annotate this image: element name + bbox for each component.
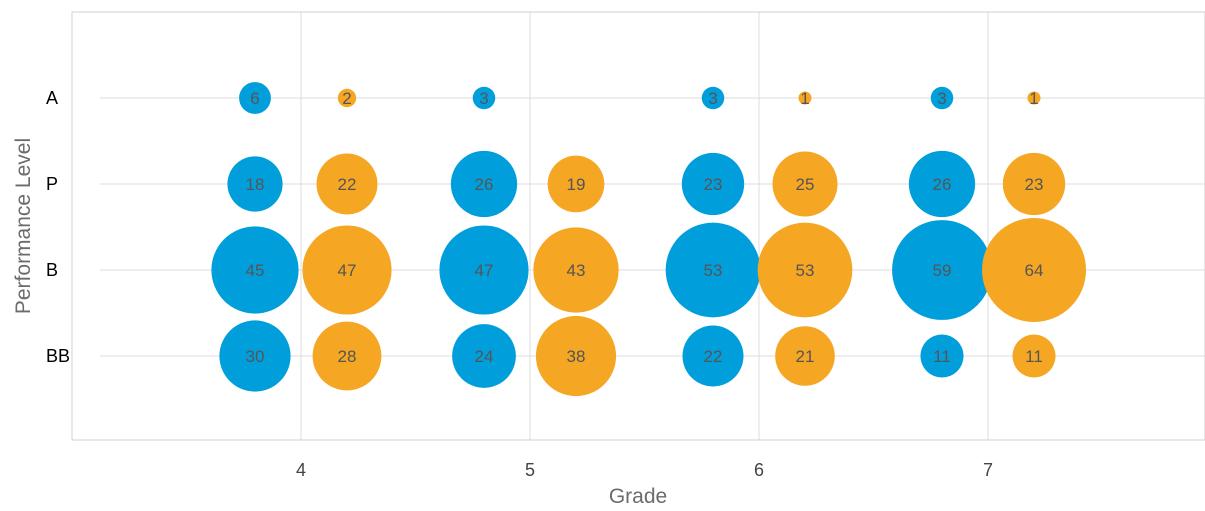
- bubble-value-label: 26: [933, 175, 952, 194]
- bubble-value-label: 26: [475, 175, 494, 194]
- bubble-value-label: 3: [937, 89, 946, 108]
- bubble-value-label: 1: [800, 89, 809, 108]
- bubble-value-label: 47: [338, 261, 357, 280]
- bubble-series-1: [920, 334, 964, 378]
- bubble-series-1: [472, 86, 496, 110]
- bubble-series-1: [665, 222, 761, 318]
- bubble-value-label: 30: [246, 347, 265, 366]
- bubble-series-2: [337, 88, 357, 108]
- bubble-value-label: 47: [475, 261, 494, 280]
- bubble-series-2: [982, 218, 1086, 322]
- bubble-series-1: [239, 82, 271, 114]
- bubble-series-2: [1012, 334, 1056, 378]
- bubble-value-label: 23: [704, 175, 723, 194]
- bubble-value-label: 18: [246, 175, 265, 194]
- plot-frame: [71, 11, 1205, 441]
- bubble-value-label: 22: [704, 347, 723, 366]
- bubble-value-label: 11: [1025, 347, 1043, 366]
- bubble-series-1: [930, 86, 954, 110]
- bubble-value-label: 23: [1025, 175, 1044, 194]
- bubble-series-2: [535, 315, 617, 397]
- bubble-series-2: [316, 153, 378, 215]
- bubble-series-1: [439, 225, 529, 315]
- y-axis-title: Performance Level: [12, 138, 35, 314]
- bubble-series-1: [211, 226, 299, 314]
- bubble-value-label: 19: [567, 175, 586, 194]
- bubble-value-label: 3: [479, 89, 488, 108]
- bubble-value-label: 11: [933, 347, 951, 366]
- bubble-value-label: 22: [338, 175, 357, 194]
- bubble-series-1: [681, 152, 745, 216]
- bubble-value-label: 64: [1025, 261, 1044, 280]
- bubble-series-1: [908, 150, 976, 218]
- bubble-series-1: [892, 220, 992, 320]
- bubble-series-2: [1027, 91, 1041, 105]
- bubble-series-2: [772, 151, 838, 217]
- bubble-series-2: [775, 326, 835, 386]
- bubble-value-label: 53: [796, 261, 815, 280]
- x-axis-title: Grade: [609, 485, 667, 508]
- bubble-series-2: [547, 155, 605, 213]
- bubble-value-label: 45: [246, 261, 265, 280]
- bubble-value-label: 6: [250, 89, 259, 108]
- bubble-series-1: [682, 325, 744, 387]
- bubble-series-2: [533, 227, 619, 313]
- bubble-series-2: [312, 321, 382, 391]
- x-tick-label: 4: [296, 460, 306, 480]
- y-tick-label: A: [46, 88, 58, 108]
- bubble-series-1: [452, 324, 516, 388]
- bubble-value-label: 28: [338, 347, 357, 366]
- bubble-series-2: [1002, 152, 1066, 216]
- bubble-value-label: 3: [708, 89, 717, 108]
- bubble-value-label: 53: [704, 261, 723, 280]
- x-tick-label: 6: [754, 460, 764, 480]
- bubble-value-label: 21: [796, 347, 815, 366]
- bubble-series-2: [757, 222, 853, 318]
- bubble-value-label: 1: [1029, 89, 1038, 108]
- bubble-series-1: [219, 320, 291, 392]
- bubble-value-label: 38: [567, 347, 586, 366]
- bubble-series-1: [227, 156, 283, 212]
- bubble-value-label: 43: [567, 261, 586, 280]
- y-tick-label: BB: [46, 346, 70, 366]
- bubbles: 6184530326472432353223265911222472819433…: [211, 82, 1086, 397]
- x-tick-label: 7: [983, 460, 993, 480]
- bubble-series-1: [450, 150, 518, 218]
- bubble-series-2: [302, 225, 392, 315]
- bubble-value-label: 24: [475, 347, 494, 366]
- bubble-value-label: 2: [342, 89, 351, 108]
- x-tick-label: 5: [525, 460, 535, 480]
- y-tick-label: B: [46, 260, 58, 280]
- bubble-value-label: 59: [933, 261, 952, 280]
- bubble-value-label: 25: [796, 175, 815, 194]
- bubble-series-2: [798, 91, 812, 105]
- y-tick-label: P: [46, 174, 58, 194]
- bubble-series-1: [701, 86, 725, 110]
